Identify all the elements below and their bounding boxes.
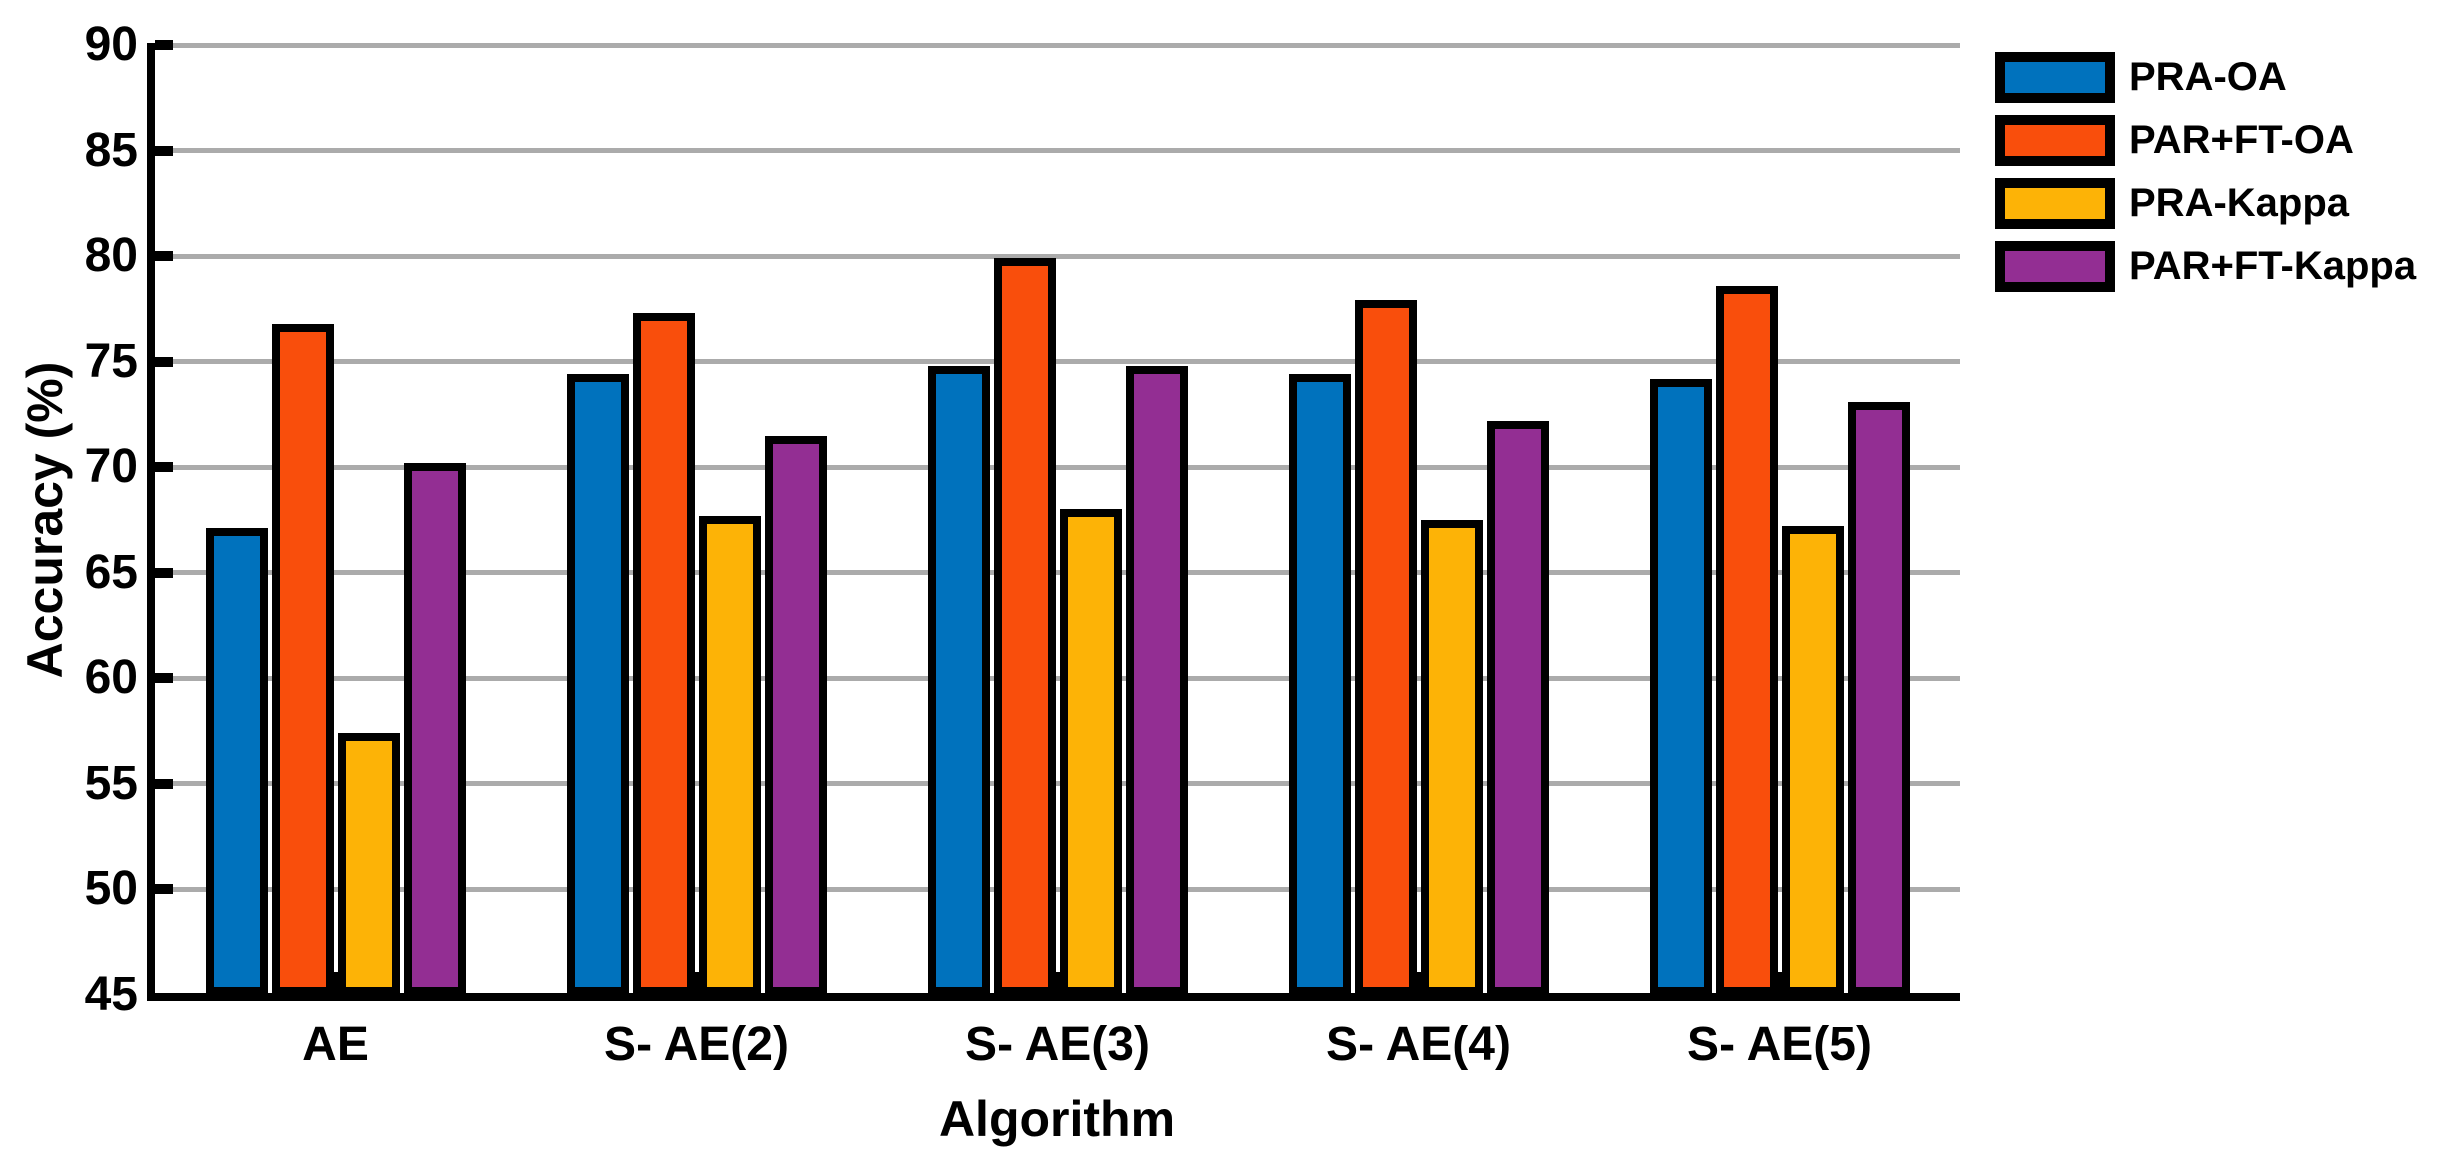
gridline-85 — [155, 148, 1960, 154]
legend-swatch-icon — [1995, 178, 2115, 229]
plot-area — [147, 40, 1960, 1001]
legend-label: PAR+FT-Kappa — [2129, 244, 2417, 288]
bar-par-ft-oa-group3 — [993, 258, 1056, 995]
x-tick-label-2: S- AE(2) — [604, 1018, 789, 1071]
x-tick-mark-5 — [1773, 972, 1786, 995]
bar-pra-oa-group4 — [1288, 374, 1351, 995]
x-axis-line — [147, 993, 1960, 1001]
legend-swatch-icon — [1995, 241, 2115, 292]
y-tick-mark-75 — [155, 356, 173, 367]
legend-entry-pra-oa: PRA-OA — [1995, 52, 2416, 103]
x-axis-title: Algorithm — [938, 1091, 1176, 1147]
legend: PRA-OA PAR+FT-OA PRA-Kappa PAR+FT-Kappa — [1995, 52, 2416, 304]
bar-pra-kappa-group2 — [698, 515, 761, 995]
y-tick-label-45: 45 — [84, 968, 138, 1021]
legend-label: PAR+FT-OA — [2129, 118, 2354, 162]
x-tick-label-3: S- AE(3) — [965, 1018, 1150, 1071]
y-tick-label-80: 80 — [84, 229, 138, 283]
gridline-70 — [155, 464, 1960, 470]
y-tick-mark-90 — [155, 40, 173, 50]
bar-par-ft-kappa-group5 — [1847, 401, 1910, 995]
bar-pra-kappa-group5 — [1781, 526, 1844, 995]
y-tick-label-90: 90 — [84, 18, 138, 71]
legend-label: PRA-OA — [2129, 55, 2287, 99]
y-tick-mark-85 — [155, 145, 173, 156]
legend-swatch-icon — [1995, 115, 2115, 166]
bar-pra-kappa-group3 — [1059, 509, 1122, 995]
x-tick-label-1: AE — [302, 1018, 369, 1071]
legend-label: PRA-Kappa — [2129, 181, 2350, 225]
y-tick-mark-50 — [155, 884, 173, 895]
gridline-60 — [155, 675, 1960, 681]
x-tick-mark-2 — [690, 972, 703, 995]
y-tick-label-85: 85 — [84, 123, 138, 177]
gridline-50 — [155, 886, 1960, 892]
gridline-65 — [155, 570, 1960, 576]
bar-par-ft-oa-group5 — [1715, 285, 1778, 995]
bar-par-ft-kappa-group2 — [764, 435, 827, 995]
bar-par-ft-oa-group2 — [632, 313, 695, 995]
x-tick-label-4: S- AE(4) — [1326, 1018, 1511, 1071]
y-tick-mark-55 — [155, 778, 173, 789]
y-tick-label-75: 75 — [84, 334, 138, 388]
y-tick-mark-65 — [155, 567, 173, 578]
y-tick-label-70: 70 — [84, 440, 138, 494]
legend-entry-par-ft-kappa: PAR+FT-Kappa — [1995, 241, 2416, 292]
bar-pra-kappa-group1 — [337, 733, 400, 995]
y-tick-mark-70 — [155, 462, 173, 473]
bar-par-ft-oa-group1 — [271, 323, 334, 995]
y-axis-line — [147, 43, 155, 1001]
bar-pra-kappa-group4 — [1420, 520, 1483, 995]
gridline-55 — [155, 781, 1960, 787]
bar-par-ft-kappa-group4 — [1486, 420, 1549, 995]
gridline-80 — [155, 253, 1960, 259]
gridline-75 — [155, 359, 1960, 365]
x-tick-mark-1 — [329, 972, 342, 995]
bar-par-ft-oa-group4 — [1354, 300, 1417, 995]
bar-pra-oa-group2 — [566, 374, 629, 995]
y-tick-mark-80 — [155, 251, 173, 262]
gridline-90 — [155, 42, 1960, 48]
y-tick-mark-60 — [155, 673, 173, 684]
x-tick-mark-3 — [1051, 972, 1064, 995]
legend-entry-par-ft-oa: PAR+FT-OA — [1995, 115, 2416, 166]
x-tick-mark-4 — [1412, 972, 1425, 995]
legend-swatch-icon — [1995, 52, 2115, 103]
y-tick-label-50: 50 — [84, 862, 138, 916]
bar-par-ft-kappa-group1 — [403, 463, 466, 995]
y-axis-title: Accuracy (%) — [17, 361, 73, 679]
y-tick-label-55: 55 — [84, 756, 138, 810]
bar-pra-oa-group5 — [1649, 378, 1712, 995]
y-tick-label-65: 65 — [84, 545, 138, 599]
legend-entry-pra-kappa: PRA-Kappa — [1995, 178, 2416, 229]
x-tick-label-5: S- AE(5) — [1687, 1018, 1872, 1071]
bar-pra-oa-group1 — [205, 528, 268, 995]
bar-par-ft-kappa-group3 — [1125, 365, 1188, 995]
y-tick-label-60: 60 — [84, 651, 138, 705]
bar-pra-oa-group3 — [927, 365, 990, 995]
